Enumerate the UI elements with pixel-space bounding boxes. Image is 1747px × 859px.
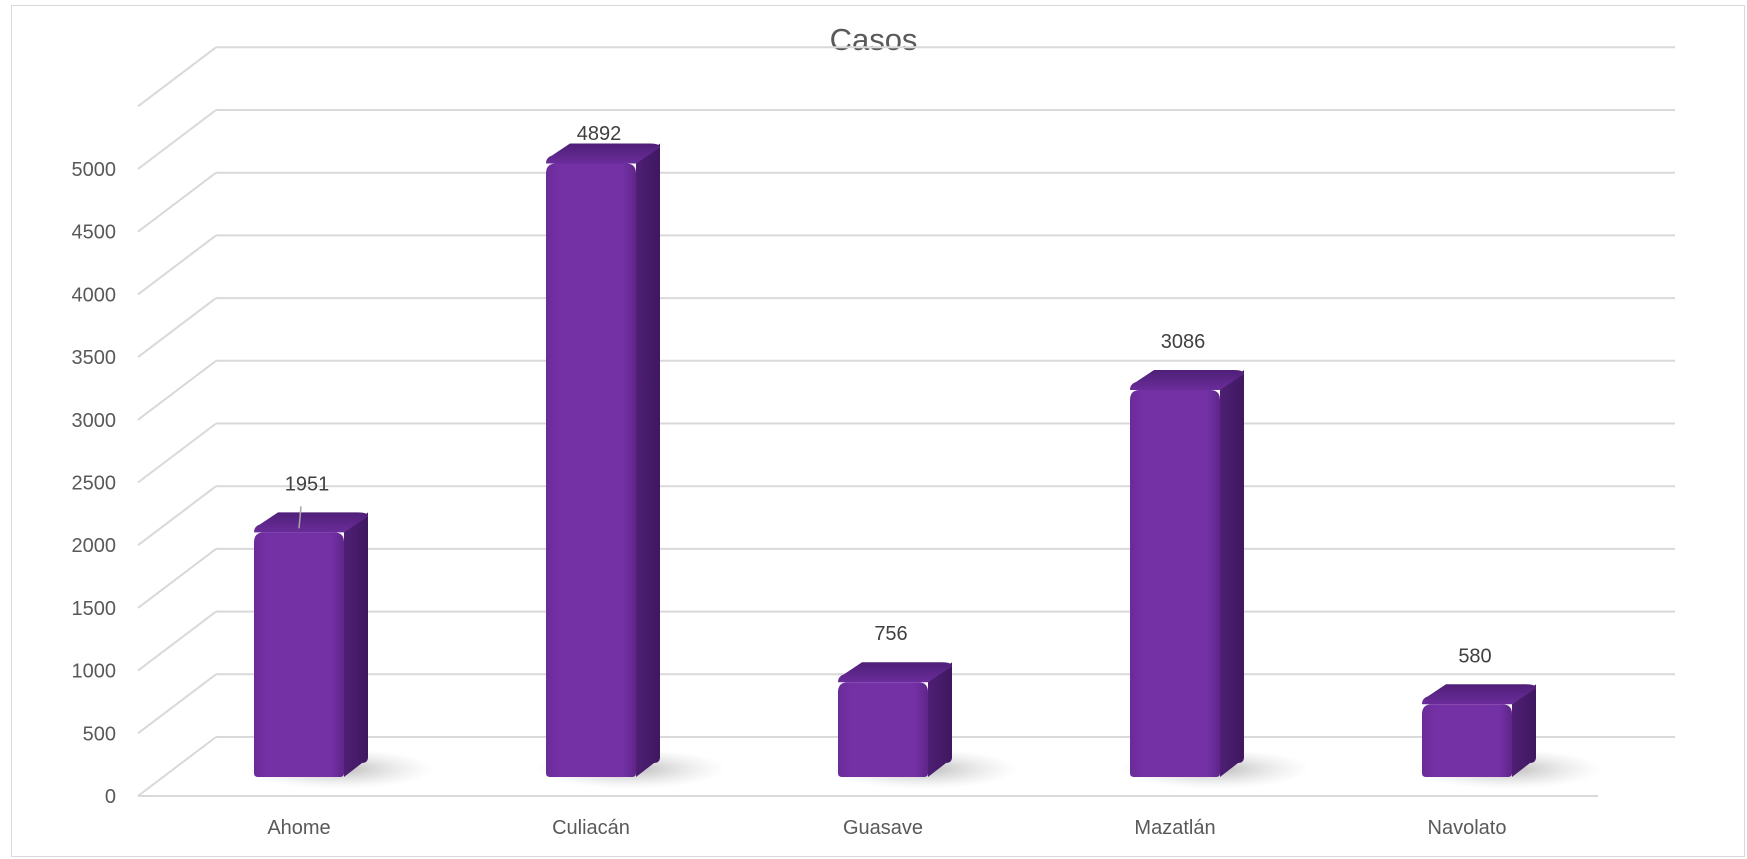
- gridline-diagonal: [137, 109, 217, 170]
- gridline-diagonal: [137, 422, 217, 484]
- y-tick-label: 3500: [72, 347, 117, 369]
- bar-top: [254, 512, 368, 533]
- data-label: 1951: [285, 473, 330, 495]
- y-tick-label: 1000: [72, 661, 117, 683]
- y-tick-label: 2000: [72, 535, 117, 557]
- y-tick-label: 1500: [72, 598, 117, 620]
- gridline-diagonal: [137, 610, 217, 672]
- bar-top: [1422, 684, 1536, 705]
- gridline-diagonal: [137, 673, 217, 735]
- bar: [838, 682, 928, 777]
- y-tick-label: 4000: [72, 284, 117, 306]
- chart-title: Casos: [829, 22, 918, 57]
- x-tick-label: Ahome: [267, 817, 330, 839]
- bar: [1130, 390, 1220, 777]
- gridline-diagonal: [137, 297, 217, 358]
- x-tick-label: Culiacán: [552, 817, 630, 839]
- bar-side: [636, 143, 660, 777]
- bar: [1422, 704, 1512, 777]
- bar: [254, 532, 344, 777]
- bar-side: [1512, 684, 1536, 777]
- bar-side: [1220, 370, 1244, 777]
- gridline-diagonal: [137, 46, 217, 108]
- data-label-leader: [298, 506, 302, 529]
- gridline-diagonal: [137, 736, 217, 797]
- gridline-diagonal: [137, 360, 217, 421]
- data-label: 3086: [1161, 331, 1206, 353]
- gridline-diagonal: [137, 485, 217, 546]
- bar: [546, 163, 636, 777]
- x-tick-label: Mazatlán: [1134, 817, 1215, 839]
- bar-top: [546, 143, 660, 164]
- bar-top: [838, 662, 952, 683]
- y-tick-label: 4500: [72, 222, 117, 244]
- y-tick-label: 3000: [72, 410, 117, 432]
- gridline-diagonal: [137, 171, 217, 233]
- bar-top: [1130, 370, 1244, 391]
- bar-side: [344, 512, 368, 777]
- x-tick-label: Guasave: [843, 817, 923, 839]
- y-tick-label: 500: [83, 723, 116, 745]
- data-label: 4892: [577, 123, 622, 145]
- data-label: 580: [1458, 645, 1491, 667]
- y-tick-label: 2500: [72, 473, 117, 495]
- bar-side: [928, 662, 952, 777]
- y-tick-label: 5000: [72, 159, 117, 181]
- gridline-diagonal: [137, 548, 217, 609]
- gridline-diagonal: [137, 234, 217, 296]
- data-label: 756: [874, 623, 907, 645]
- y-tick-label: 0: [105, 786, 116, 808]
- x-tick-label: Navolato: [1428, 817, 1507, 839]
